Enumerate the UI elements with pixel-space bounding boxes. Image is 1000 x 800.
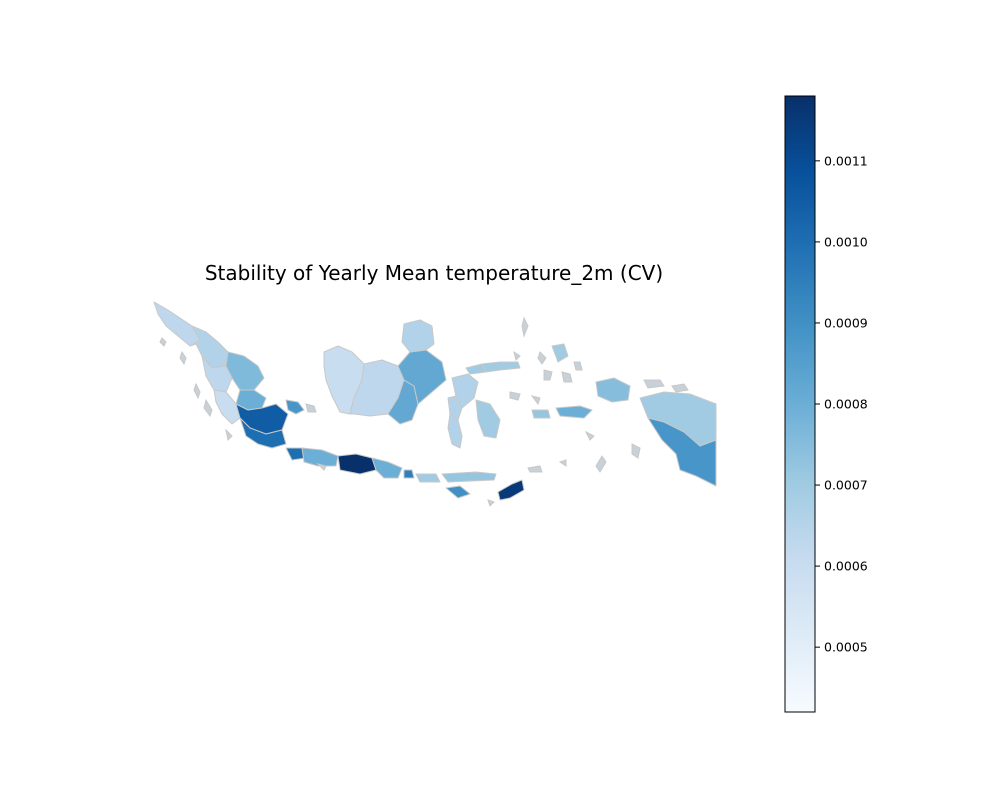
region-papua-selatan: [647, 417, 717, 487]
region-sumatera-utara: [189, 325, 229, 369]
islet: [487, 499, 495, 507]
region-sulawesi-selatan: [447, 413, 463, 449]
map-title: Stability of Yearly Mean temperature_2m …: [204, 261, 664, 285]
region-riau: [225, 351, 265, 391]
region-sulawesi-tenggara: [475, 399, 501, 439]
islet: [530, 395, 541, 406]
region-timor: [497, 479, 525, 501]
islet: [316, 463, 327, 471]
region-maluku-utara: [551, 343, 569, 363]
islet: [595, 455, 607, 473]
islet: [671, 383, 689, 393]
islet: [179, 350, 187, 366]
islet: [631, 443, 641, 459]
islet: [509, 391, 521, 401]
map-regions: [153, 301, 717, 501]
region-jawa-barat: [301, 447, 339, 467]
islet: [573, 361, 583, 371]
region-kalimantan-utara: [401, 319, 435, 353]
region-bali: [403, 469, 415, 479]
region-papua-barat: [595, 377, 631, 403]
region-gorontalo: [465, 363, 487, 375]
region-nusa-tenggara-timur: [441, 471, 497, 483]
region-jawa-tengah: [337, 453, 377, 475]
islet: [537, 351, 547, 365]
islet: [561, 371, 573, 383]
region-sumba: [445, 485, 471, 499]
region-sulawesi-barat: [447, 395, 463, 421]
region-bangka-belitung: [285, 399, 305, 415]
islet: [643, 379, 665, 389]
region-sulawesi-utara: [481, 361, 521, 373]
region-seram: [555, 405, 593, 419]
region-lampung: [239, 417, 287, 449]
islet: [543, 369, 553, 381]
islet: [527, 465, 543, 473]
islet: [584, 430, 595, 441]
islet: [513, 350, 521, 361]
islet: [305, 403, 317, 413]
islet: [193, 382, 201, 400]
islet: [159, 337, 167, 347]
region-kalimantan-tengah: [349, 359, 405, 417]
region-bengkulu: [213, 389, 241, 425]
region-jawa-timur: [371, 457, 403, 479]
islet: [521, 316, 529, 338]
region-nusa-tenggara-barat: [415, 473, 441, 483]
region-maluku: [531, 409, 551, 419]
map-islets: [159, 316, 689, 507]
region-sumatera-barat: [201, 355, 233, 393]
islet: [558, 459, 567, 467]
islet: [203, 398, 213, 418]
islet: [225, 428, 233, 442]
